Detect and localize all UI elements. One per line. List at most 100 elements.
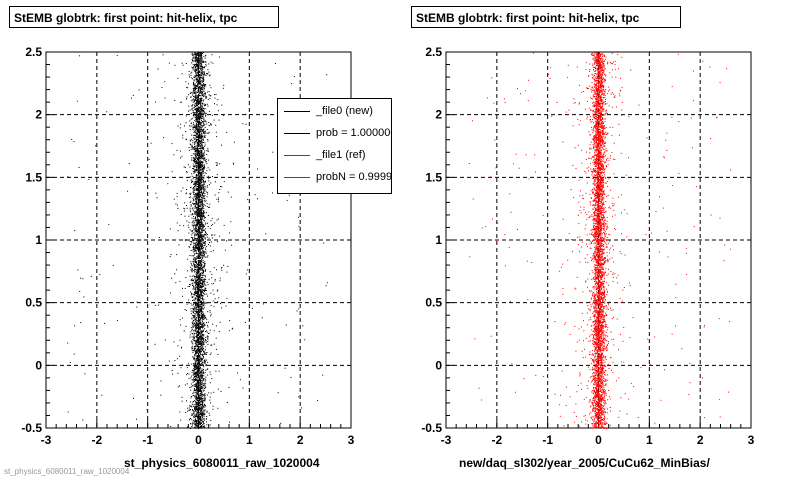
data-point (204, 55, 206, 57)
data-point (213, 305, 215, 307)
data-point (204, 130, 206, 132)
data-point (198, 249, 200, 251)
data-point (193, 76, 195, 78)
data-point (202, 161, 204, 163)
data-point (196, 397, 197, 399)
data-point (198, 210, 200, 212)
data-point (74, 325, 76, 327)
data-point (265, 233, 267, 235)
data-point (179, 319, 181, 321)
data-point (199, 338, 201, 340)
data-point (199, 249, 201, 251)
data-point (188, 71, 190, 72)
data-point (195, 162, 197, 164)
data-point (197, 203, 199, 205)
data-point (197, 403, 199, 405)
data-point (197, 80, 199, 82)
data-point (187, 286, 189, 287)
data-point (180, 102, 182, 103)
data-point (199, 253, 200, 255)
data-point (192, 288, 194, 290)
data-point (194, 137, 196, 139)
data-point (201, 107, 203, 109)
data-point (203, 266, 205, 268)
data-point (206, 163, 208, 165)
data-point (216, 219, 218, 221)
data-point (205, 256, 207, 258)
data-point (192, 207, 194, 209)
data-point (191, 342, 193, 344)
data-point (213, 119, 215, 121)
data-point (201, 110, 203, 112)
data-point (200, 387, 202, 389)
data-point (193, 401, 195, 402)
data-point (198, 140, 200, 142)
data-point (197, 80, 199, 81)
data-point (201, 279, 203, 281)
y-tick-label: 1 (35, 233, 42, 247)
x-tick-label: 1 (246, 433, 253, 447)
data-point (194, 266, 196, 267)
data-point (199, 208, 201, 209)
data-point (203, 411, 205, 413)
data-point (200, 128, 202, 130)
data-point (204, 67, 205, 69)
data-point (192, 347, 194, 349)
data-point (284, 367, 286, 369)
data-point (195, 327, 196, 329)
data-point (200, 254, 202, 256)
data-point (199, 138, 201, 140)
data-point (200, 213, 202, 215)
data-point (204, 360, 206, 362)
data-point (208, 242, 210, 243)
data-point (189, 405, 191, 407)
data-point (199, 315, 201, 317)
data-point (198, 78, 200, 80)
data-point (195, 207, 197, 209)
data-point (202, 375, 204, 376)
data-point (199, 238, 201, 240)
data-point (202, 394, 204, 395)
data-point (196, 370, 198, 372)
data-point (202, 178, 204, 180)
data-point (198, 134, 200, 136)
data-point (197, 147, 198, 149)
data-point (190, 409, 192, 411)
data-point (196, 367, 198, 369)
data-point (199, 71, 201, 73)
data-point (195, 305, 197, 307)
data-point (203, 413, 205, 415)
data-point (201, 241, 203, 243)
data-point (206, 186, 208, 188)
data-point (200, 341, 202, 343)
data-point (193, 166, 195, 168)
data-point (194, 303, 196, 305)
data-point (245, 113, 247, 115)
data-point (198, 245, 200, 247)
data-point (201, 155, 203, 157)
data-point (202, 279, 204, 281)
data-point (201, 373, 203, 375)
data-point (196, 408, 198, 410)
data-point (186, 96, 188, 98)
data-point (200, 309, 202, 310)
data-point (199, 423, 201, 425)
data-point (195, 139, 197, 141)
data-point (201, 237, 203, 239)
data-point (132, 94, 134, 96)
data-point (195, 149, 197, 151)
data-point (195, 128, 197, 130)
data-point (199, 61, 200, 63)
data-point (201, 185, 203, 187)
data-point (199, 368, 201, 370)
data-point (197, 117, 199, 119)
data-point (216, 198, 218, 200)
data-point (133, 397, 134, 399)
data-point (198, 278, 200, 280)
data-point (196, 85, 198, 86)
data-point (203, 219, 205, 221)
data-point (198, 178, 200, 180)
data-point (194, 368, 196, 370)
data-point (202, 266, 204, 268)
data-point (212, 300, 214, 302)
